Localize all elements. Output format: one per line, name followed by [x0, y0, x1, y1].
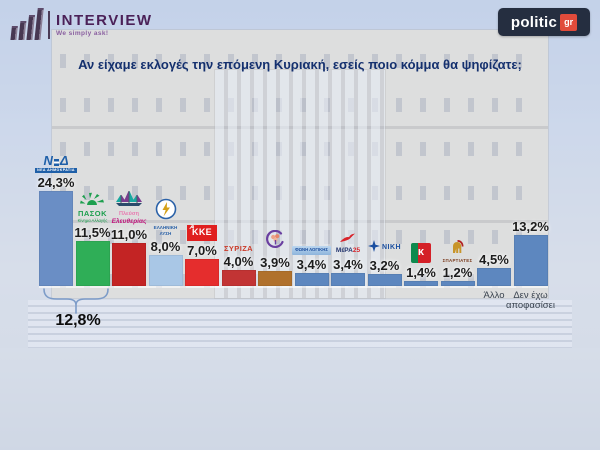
value-label-nea-aristera: 3,9% — [260, 254, 290, 270]
pasok-logo: ΠΑΣΟΚ Κίνημα Αλλαγής — [77, 192, 108, 223]
party-column-spartiates: ΣΠΑΡΤΙΑΤΕΣ 1,2% — [440, 239, 475, 286]
axis-label-allo: Άλλο — [483, 290, 505, 301]
niki-star-icon — [367, 239, 380, 256]
niki-lockup: ΝΙΚΗ — [367, 239, 402, 256]
bar-plefsi-eleftherias — [112, 243, 146, 286]
politic-gr-badge: gr — [560, 13, 578, 31]
elliniki-lysi-logo: ΕΛΛΗΝΙΚΗ ΛΥΣΗ — [153, 198, 178, 237]
party-column-kke: ☭ ΚΚΕ 7,0% — [185, 224, 219, 286]
party-column-foni-logikis: ΦΩΝΗ ΛΟΓΙΚΗΣ 3,4% — [292, 246, 331, 286]
axis-label-den-exo-apofasisei: Δεν έχω αποφασίσει — [505, 290, 556, 312]
kke-logo: ☭ ΚΚΕ — [187, 224, 217, 241]
party-column-plefsi-eleftherias: Πλεύση Ελευθερίας 11,0% — [110, 190, 148, 286]
value-label-niki: 3,2% — [369, 257, 400, 273]
bar-nea-dimokratia — [39, 191, 73, 286]
niki-logo: ΝΙΚΗ — [367, 239, 402, 256]
value-label-nea-dimokratia: 24,3% — [37, 175, 75, 191]
nea-dimokratia-logo: Ν Δ ΝΕΑ ΔΗΜΟΚΡΑΤΙΑ — [35, 154, 77, 174]
foni-logikis-box: ΦΩΝΗ ΛΟΓΙΚΗΣ — [292, 246, 331, 255]
plefsi-subtitle: Ελευθερίας — [111, 217, 147, 225]
kke-flag-box: ☭ ΚΚΕ — [187, 224, 217, 241]
spartan-helmet-icon — [450, 239, 465, 258]
kinima-dimokratias-badge: κ — [411, 242, 431, 263]
value-label-pasok: 11,5% — [74, 225, 111, 241]
bar-spartiates — [440, 281, 475, 286]
bar-elliniki-lysi — [148, 254, 183, 286]
bar-mera25 — [331, 272, 365, 286]
value-label-allo: 4,5% — [479, 252, 509, 268]
value-label-den-exo-apofasisei: 13,2% — [512, 218, 549, 234]
pasok-subtitle: Κίνημα Αλλαγής — [77, 217, 108, 223]
pasok-name: ΠΑΣΟΚ — [77, 209, 108, 219]
interview-logo-tagline: We simply ask! — [56, 29, 109, 37]
greek-flag-icon — [53, 158, 59, 166]
interview-logo: INTERVIEW We simply ask! — [10, 8, 153, 40]
difference-bracket — [43, 288, 109, 314]
party-column-niki: ΝΙΚΗ 3,2% — [367, 239, 402, 286]
value-label-elliniki-lysi: 8,0% — [150, 238, 181, 254]
party-column-mera25: ΜέΡΑ25 3,4% — [331, 231, 365, 286]
bar-allo — [477, 268, 511, 286]
syriza-logo: ΣΥΡΙΖΑ — [224, 245, 253, 253]
party-column-syriza: ΣΥΡΙΖΑ 4,0% — [221, 245, 256, 286]
mera25-number: 25 — [352, 247, 361, 255]
sailing-ship-icon — [115, 190, 143, 211]
nd-name-strip: ΝΕΑ ΔΗΜΟΚΡΑΤΙΑ — [35, 167, 77, 174]
value-label-plefsi-eleftherias: 11,0% — [110, 227, 148, 243]
bar-chart: Ν Δ ΝΕΑ ΔΗΜΟΚΡΑΤΙΑ 24,3% ΠΑΣΟΚ Κίνημα Αλλαγής… — [35, 126, 549, 288]
plefsi-eleftherias-logo: Πλεύση Ελευθερίας — [111, 190, 147, 225]
bar-kke — [185, 258, 219, 286]
spartiates-name: ΣΠΑΡΤΙΑΤΕΣ — [442, 257, 473, 263]
nea-aristera-logo — [265, 229, 285, 253]
value-label-foni-logikis: 3,4% — [296, 256, 327, 272]
bar-chart-icon — [10, 8, 44, 40]
party-column-elliniki-lysi: ΕΛΛΗΝΙΚΗ ΛΥΣΗ 8,0% — [148, 198, 183, 286]
value-label-kke: 7,0% — [187, 242, 217, 258]
pasok-sun-icon — [79, 192, 105, 209]
party-column-den-exo-apofasisei: 13,2% — [512, 218, 549, 286]
niki-name: ΝΙΚΗ — [381, 244, 402, 251]
bar-kinima-dimokratias — [404, 280, 438, 286]
difference-value-label: 12,8% — [55, 312, 101, 329]
bar-niki — [367, 273, 402, 286]
elliniki-lysi-name2: ΛΥΣΗ — [159, 231, 172, 237]
party-column-kinima-dimokratias: κ 1,4% — [404, 242, 438, 286]
party-column-nea-dimokratia: Ν Δ ΝΕΑ ΔΗΜΟΚΡΑΤΙΑ 24,3% — [35, 154, 77, 286]
elliniki-lysi-emblem-icon — [155, 198, 177, 224]
value-label-mera25: 3,4% — [333, 256, 363, 272]
plaza-ground — [0, 348, 600, 450]
mera25-logo: ΜέΡΑ25 — [336, 231, 360, 255]
politic-gr-logo: politic gr — [498, 8, 590, 36]
syriza-name: ΣΥΡΙΖΑ — [224, 243, 253, 253]
mera25-name: ΜέΡΑ25 — [335, 247, 361, 255]
value-label-spartiates: 1,2% — [442, 265, 473, 281]
bar-foni-logikis — [294, 272, 329, 286]
nea-aristera-flower-icon — [265, 229, 285, 253]
mera25-bird-icon — [339, 231, 356, 247]
value-label-kinima-dimokratias: 1,4% — [406, 264, 436, 280]
kinima-dimokratias-logo: κ — [411, 242, 431, 263]
plefsi-name: Πλεύση — [119, 211, 139, 218]
bar-nea-aristera — [258, 270, 292, 286]
party-column-allo: 4,5% — [477, 252, 511, 286]
elliniki-lysi-name: ΕΛΛΗΝΙΚΗ — [153, 224, 178, 230]
spartiates-logo: ΣΠΑΡΤΙΑΤΕΣ — [442, 239, 473, 263]
bar-pasok — [75, 241, 110, 286]
bar-syriza — [221, 270, 256, 286]
mera25-text: ΜέΡΑ — [335, 247, 353, 255]
bar-den-exo-apofasisei — [513, 234, 548, 286]
interview-logo-title: INTERVIEW — [56, 11, 153, 29]
politic-logo-text: politic — [510, 13, 558, 31]
hammer-sickle-icon: ☭ — [189, 224, 195, 231]
value-label-syriza: 4,0% — [223, 254, 254, 270]
kke-name: ΚΚΕ — [192, 227, 212, 238]
poll-question-title: Αν είχαμε εκλογές την επόμενη Κυριακή, ε… — [78, 57, 522, 72]
party-column-nea-aristera: 3,9% — [258, 229, 292, 286]
foni-logikis-logo: ΦΩΝΗ ΛΟΓΙΚΗΣ — [292, 246, 331, 255]
logo-divider — [48, 11, 50, 39]
party-column-pasok: ΠΑΣΟΚ Κίνημα Αλλαγής 11,5% — [74, 192, 111, 286]
